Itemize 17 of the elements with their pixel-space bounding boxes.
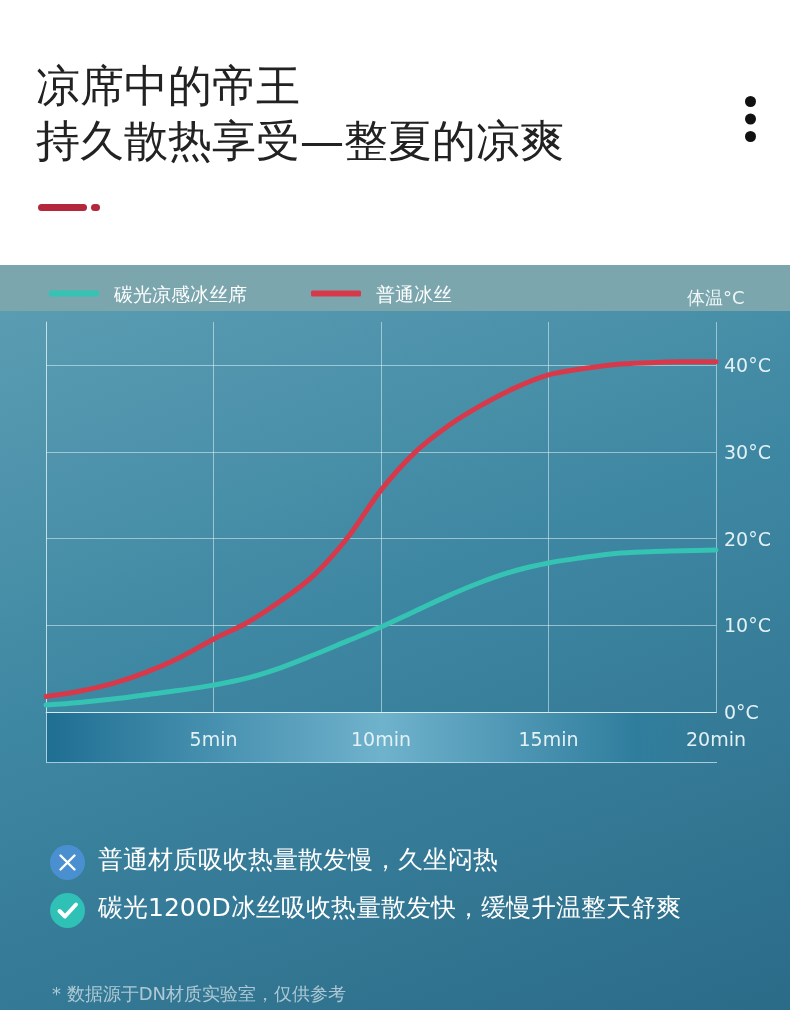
x-tick-label: 5min (189, 727, 238, 750)
y-tick-label: 20°C (724, 527, 771, 550)
y-tick-label: 40°C (724, 354, 771, 377)
legend-label: 碳光凉感冰丝席 (113, 282, 247, 305)
y-tick-label: 0°C (724, 701, 759, 723)
y-tick-label: 30°C (724, 441, 771, 463)
text: 碳光1200D冰丝吸收热量散发快，缓慢升温整天舒爽 (98, 892, 681, 924)
chart-title: 凉席中的帝王 (36, 59, 300, 113)
x-tick-label: 10min (350, 727, 412, 750)
text: 普通材质吸收热量散发慢，久坐闷热 (98, 844, 498, 876)
legend-label: 普通冰丝 (376, 282, 452, 305)
x-tick-label: 15min (518, 727, 579, 750)
x-tick-label: 20min (685, 727, 747, 750)
y-tick-label: 10°C (724, 614, 771, 637)
chart-subtitle: 持久散热享受—整夏的凉爽 (36, 114, 564, 168)
y-axis-title: 体温°C (687, 286, 745, 310)
text: * 数据源于DN材质实验室，仅供参考 (52, 982, 347, 1006)
